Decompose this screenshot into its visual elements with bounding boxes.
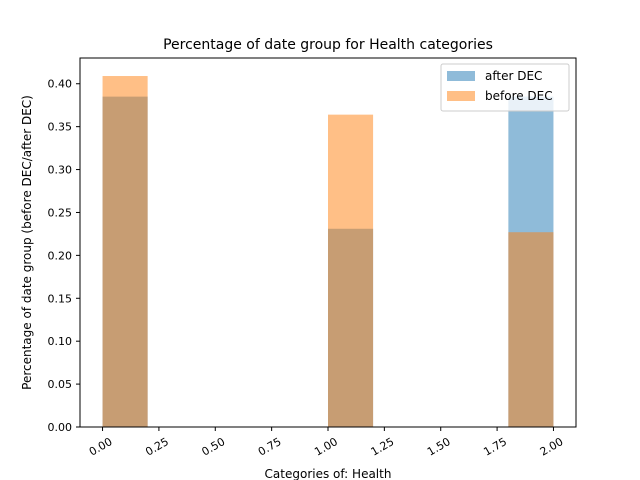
bar-before-dec-2: [508, 232, 554, 427]
y-tick-label: 0.10: [48, 335, 73, 348]
chart-title: Percentage of date group for Health cate…: [163, 37, 493, 53]
x-tick-label: 1.75: [481, 435, 509, 459]
legend: after DEC before DEC: [440, 63, 570, 112]
x-tick-label: 0.25: [143, 435, 171, 459]
x-tick-label: 1.25: [369, 435, 397, 459]
y-tick-label: 0.20: [48, 249, 73, 262]
bar-before-dec-1: [328, 114, 374, 427]
y-tick-label: 0.25: [48, 206, 73, 219]
x-tick-label: 2.00: [538, 435, 566, 459]
x-axis-ticks: 0.00 0.25 0.50 0.75 1.00 1.25 1.50 1.75 2.00: [87, 427, 566, 459]
y-tick-label: 0.30: [48, 164, 73, 177]
y-tick-label: 0.05: [48, 378, 73, 391]
bar-before-dec-0: [102, 76, 148, 427]
y-axis-label: Percentage of date group (before DEC/aft…: [20, 95, 34, 390]
legend-swatch-after-dec: [447, 71, 475, 81]
x-axis-label: Categories of: Health: [265, 467, 392, 480]
x-tick-label: 1.00: [312, 435, 340, 459]
legend-label-after-dec: after DEC: [485, 69, 542, 83]
y-tick-label: 0.15: [48, 292, 73, 305]
bars-layer: [102, 76, 554, 428]
legend-swatch-before-dec: [447, 91, 475, 101]
x-tick-label: 1.50: [425, 435, 453, 459]
y-tick-label: 0.40: [48, 78, 73, 91]
x-tick-label: 0.50: [200, 435, 228, 459]
y-tick-label: 0.00: [48, 421, 73, 434]
legend-label-before-dec: before DEC: [485, 89, 553, 103]
y-axis-ticks: 0.00 0.05 0.10 0.15 0.20 0.25 0.30 0.35 0.40: [48, 78, 80, 434]
y-tick-label: 0.35: [48, 121, 73, 134]
x-tick-label: 0.00: [87, 435, 115, 459]
x-tick-label: 0.75: [256, 435, 284, 459]
